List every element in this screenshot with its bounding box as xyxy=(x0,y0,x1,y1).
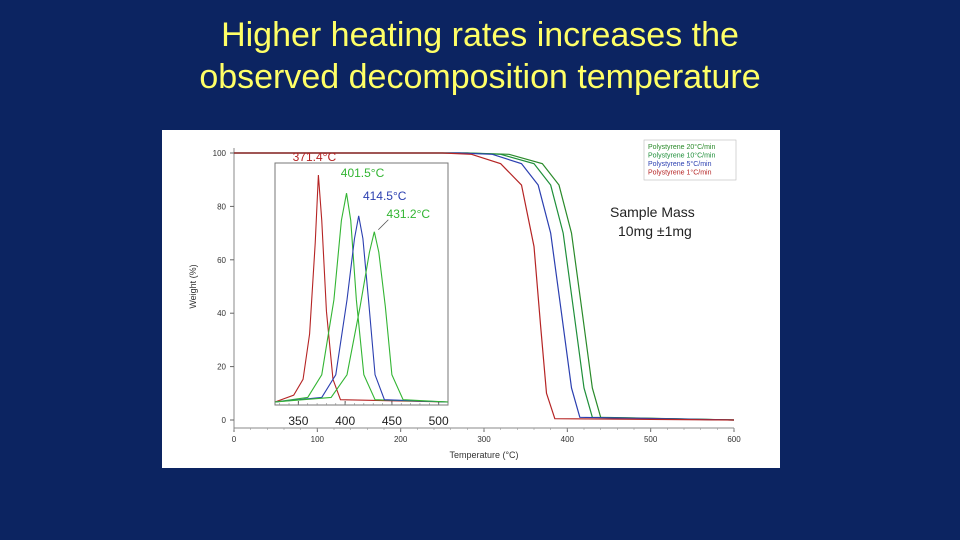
tga-chart-svg: 0 20 40 60 80 100 0 100 200 300 400 500 600 Temperatu… xyxy=(188,139,741,460)
legend-box xyxy=(643,139,737,181)
legend-entry-3: Polystyrene 1°C/min xyxy=(648,169,712,177)
x-tick-label: 0 xyxy=(232,435,237,444)
inset-frame xyxy=(274,162,449,406)
slide-title-line1: Higher heating rates increases the xyxy=(221,16,739,54)
x-tick-label: 300 xyxy=(477,435,491,444)
sample-mass-annotation-line1: Sample Mass xyxy=(610,204,695,220)
y-tick-label: 100 xyxy=(213,149,227,158)
x-tick-label: 500 xyxy=(644,435,658,444)
peak-label-2: 414.5°C xyxy=(363,189,407,203)
peak-arrow xyxy=(378,219,389,231)
y-tick-label: 60 xyxy=(217,256,226,265)
x-tick-label: 400 xyxy=(561,435,575,444)
x-tick-label: 200 xyxy=(394,435,408,444)
y-axis-label: Weight (%) xyxy=(188,264,198,308)
inset-x-tick-label: 500 xyxy=(429,414,449,428)
x-tick-label: 600 xyxy=(727,435,741,444)
slide-title-line2: observed decomposition temperature xyxy=(199,58,761,96)
inset-x-tick-label: 450 xyxy=(382,414,402,428)
inset-x-tick-label: 350 xyxy=(288,414,308,428)
x-axis-label: Temperature (°C) xyxy=(449,450,518,460)
x-tick-label: 100 xyxy=(311,435,325,444)
dtg-peak-line-3 xyxy=(274,231,449,403)
inset-x-tick-label: 400 xyxy=(335,414,355,428)
tga-chart-figure: 0 20 40 60 80 100 0 100 200 300 400 500 600 Temperatu… xyxy=(162,130,780,468)
y-tick-label: 80 xyxy=(217,202,226,211)
legend-entry-0: Polystyrene 20°C/min xyxy=(648,143,715,151)
tga-series-line-3 xyxy=(234,152,735,421)
dtg-peak-line-2 xyxy=(274,215,449,403)
y-tick-label: 20 xyxy=(217,363,226,372)
dtg-peak-line-1 xyxy=(274,193,449,403)
legend-entry-1: Polystyrene 10°C/min xyxy=(648,152,715,160)
sample-mass-annotation-line2: 10mg ±1mg xyxy=(618,223,692,239)
peak-label-1: 401.5°C xyxy=(341,166,385,180)
slide-title: Higher heating rates increases the obser… xyxy=(0,14,960,98)
dtg-peak-line-0 xyxy=(274,174,449,403)
y-tick-label: 40 xyxy=(217,309,226,318)
peak-label-0: 371.4°C xyxy=(293,150,337,164)
peak-label-3: 431.2°C xyxy=(387,207,431,221)
tga-series-line-2 xyxy=(234,152,735,421)
y-tick-label: 0 xyxy=(222,416,227,425)
legend-entry-2: Polystyrene 5°C/min xyxy=(648,160,712,168)
